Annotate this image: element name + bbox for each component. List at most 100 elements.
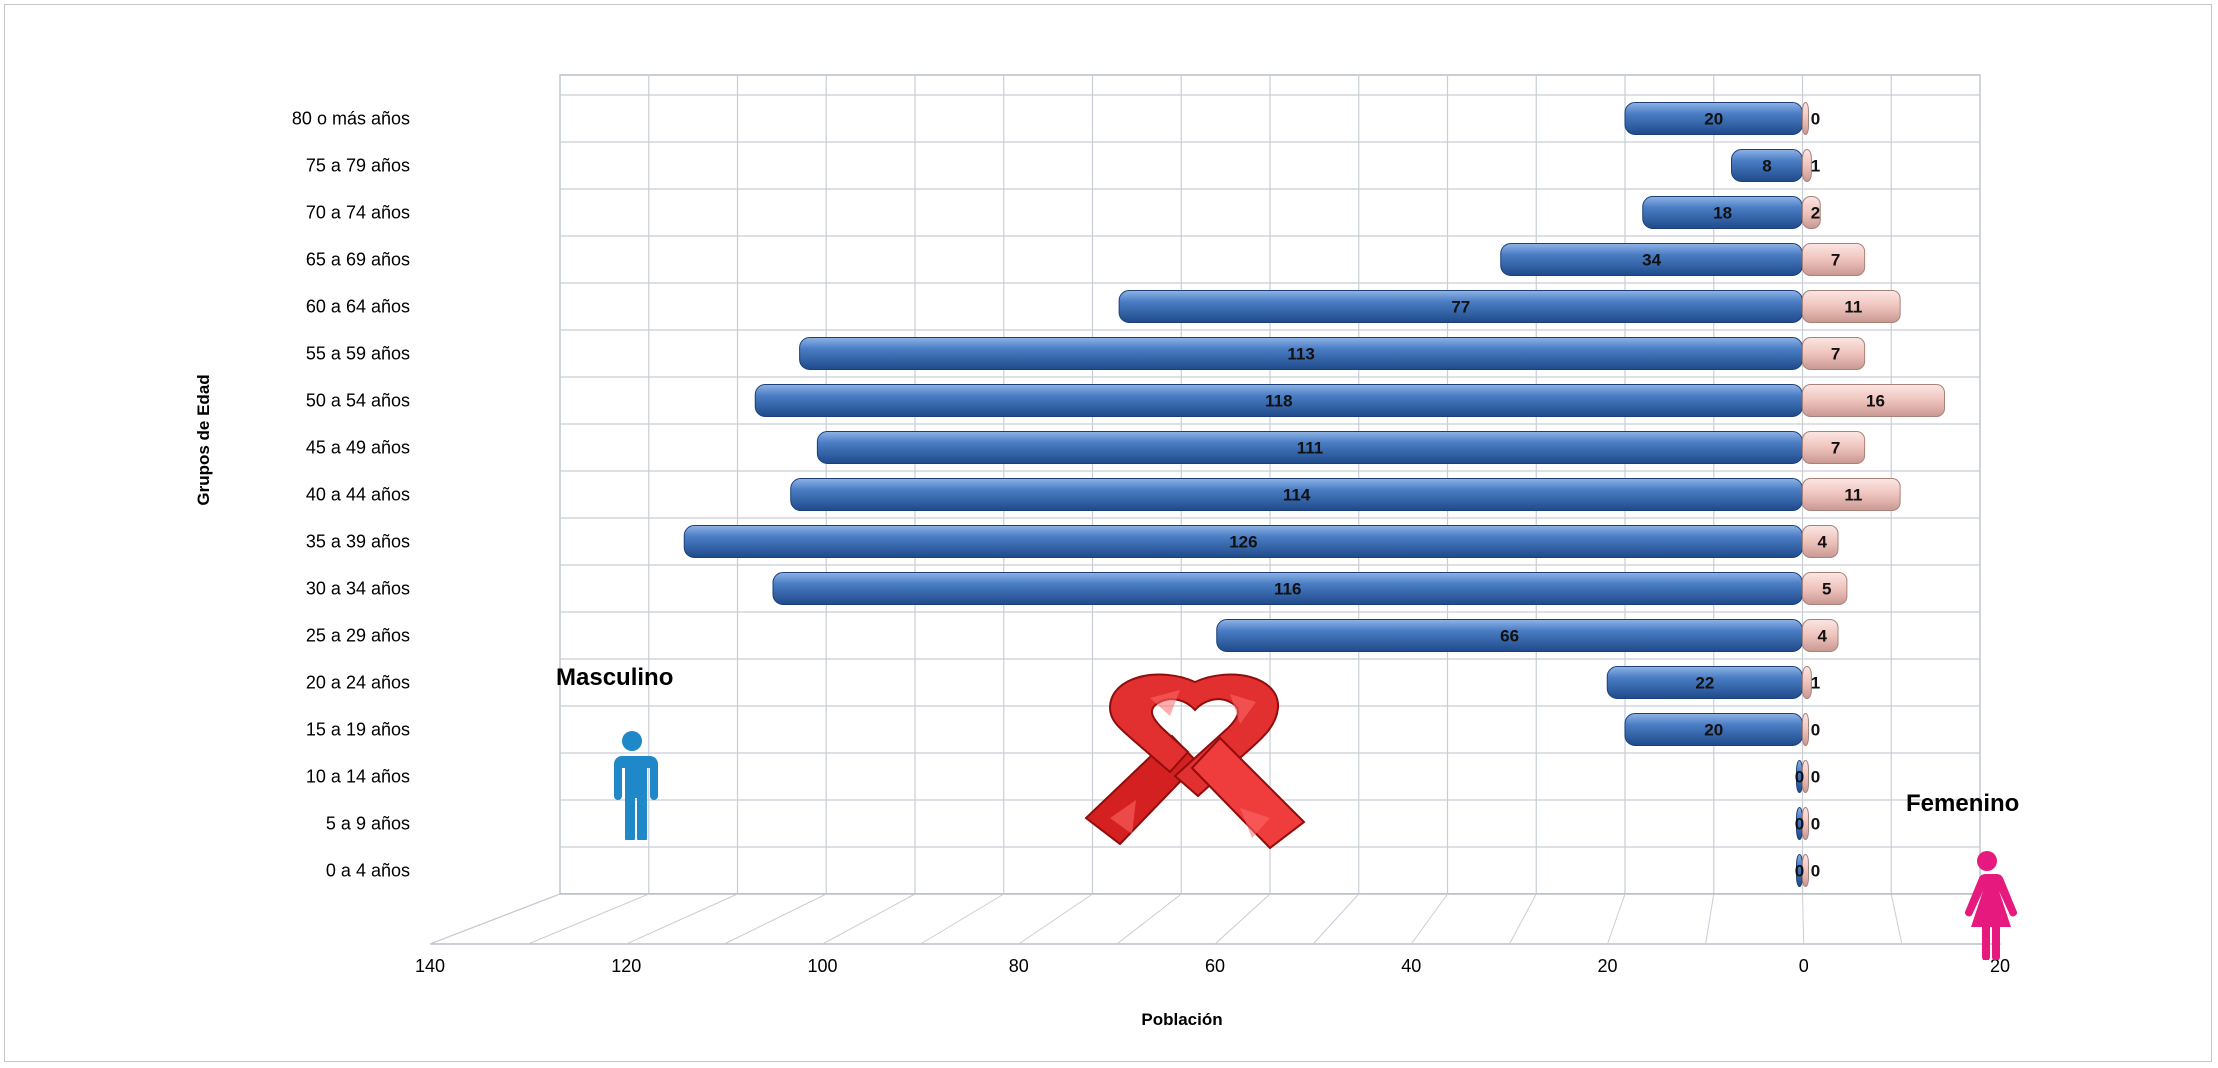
- floor-grid-line: [1018, 893, 1093, 945]
- floor-grid-line: [724, 893, 827, 945]
- bar-femenino: [1802, 854, 1809, 887]
- data-label-masculino: 20: [1704, 721, 1723, 740]
- y-axis-title: Grupos de Edad: [194, 374, 213, 505]
- data-label-femenino: 0: [1811, 768, 1820, 787]
- data-label-femenino: 11: [1844, 298, 1862, 317]
- category-label: 25 a 29 años: [306, 626, 410, 646]
- floor-grid-line: [1890, 893, 1903, 945]
- floor-grid-line: [822, 893, 916, 945]
- x-axis-title: Población: [1141, 1010, 1222, 1029]
- bar-femenino: [1802, 337, 1866, 370]
- x-tick-label: 20: [1990, 956, 2010, 976]
- bar-femenino: [1802, 807, 1809, 840]
- category-label: 40 a 44 años: [306, 485, 410, 505]
- bar-femenino: [1802, 384, 1945, 417]
- data-label-masculino: 116: [1274, 580, 1301, 599]
- floor-grid-line: [527, 893, 649, 945]
- category-labels: 0 a 4 años 5 a 9 años 10 a 14 años 15 a 19 …: [292, 109, 410, 881]
- bar-femenino: [1802, 572, 1848, 605]
- data-label-femenino: 0: [1811, 862, 1820, 881]
- floor-grid-line: [1410, 893, 1448, 945]
- data-label-femenino: 7: [1831, 439, 1840, 458]
- category-label: 65 a 69 años: [306, 250, 410, 270]
- category-label: 20 a 24 años: [306, 673, 410, 693]
- data-label-masculino: 66: [1500, 627, 1519, 646]
- data-label-masculino: 113: [1287, 345, 1314, 364]
- data-label-masculino: 126: [1229, 533, 1257, 552]
- category-label: 80 o más años: [292, 109, 410, 129]
- bar-femenino: [1802, 431, 1866, 464]
- category-label: 15 a 19 años: [306, 720, 410, 740]
- x-tick-label: 80: [1009, 956, 1029, 976]
- data-label-masculino: 0: [1795, 862, 1804, 881]
- data-label-masculino: 114: [1283, 486, 1311, 505]
- category-label: 50 a 54 años: [306, 391, 410, 411]
- floor-grid-line: [626, 893, 738, 945]
- x-tick-labels: 140 120 100 80 60 40 20 0 20: [415, 956, 2010, 976]
- category-label: 30 a 34 años: [306, 579, 410, 599]
- legend-femenino: Femenino: [1906, 790, 2020, 817]
- floor-grid-line: [429, 893, 561, 945]
- x-tick-label: 140: [415, 956, 445, 976]
- data-label-femenino: 0: [1811, 110, 1820, 129]
- floor-grid-line: [920, 893, 1005, 945]
- female-person-icon: [1950, 850, 2024, 961]
- floor-grid-line: [1508, 893, 1537, 945]
- data-label-femenino: 0: [1811, 721, 1820, 740]
- bar-femenino: [1802, 760, 1809, 793]
- bar-femenino: [1802, 196, 1821, 229]
- data-label-masculino: 34: [1642, 251, 1661, 270]
- chart-floor: [429, 893, 2001, 945]
- bar-femenino: [1802, 290, 1901, 323]
- floor-grid-line: [1116, 893, 1182, 945]
- data-label-femenino: 11: [1844, 486, 1862, 505]
- category-label: 75 a 79 años: [306, 156, 410, 176]
- bar-femenino: [1802, 243, 1866, 276]
- data-label-femenino: 16: [1866, 392, 1885, 411]
- bar-femenino: [1802, 149, 1812, 182]
- bar-femenino: [1802, 102, 1809, 135]
- category-label: 60 a 64 años: [306, 297, 410, 317]
- legend-masculino: Masculino: [556, 664, 674, 691]
- floor-grid-line: [1705, 893, 1715, 945]
- data-label-femenino: 2: [1811, 204, 1820, 223]
- data-label-femenino: 1: [1811, 157, 1820, 176]
- male-person-icon: [600, 730, 664, 843]
- category-label: 5 a 9 años: [326, 814, 410, 834]
- x-tick-label: 120: [611, 956, 641, 976]
- floor-grid-line: [1214, 893, 1271, 945]
- bar-femenino: [1802, 525, 1839, 558]
- data-label-femenino: 7: [1831, 345, 1840, 364]
- data-label-masculino: 77: [1451, 298, 1470, 317]
- floor-grid-line: [1607, 893, 1626, 945]
- data-label-femenino: 1: [1811, 674, 1820, 693]
- x-tick-label: 100: [807, 956, 837, 976]
- category-label: 45 a 49 años: [306, 438, 410, 458]
- data-label-masculino: 118: [1265, 392, 1292, 411]
- data-label-masculino: 0: [1795, 815, 1804, 834]
- category-label: 35 a 39 años: [306, 532, 410, 552]
- data-label-femenino: 0: [1811, 815, 1820, 834]
- x-tick-label: 40: [1401, 956, 1421, 976]
- data-label-femenino: 4: [1818, 533, 1828, 552]
- data-label-femenino: 4: [1818, 627, 1828, 646]
- data-label-masculino: 8: [1762, 157, 1771, 176]
- data-label-masculino: 20: [1704, 110, 1723, 129]
- x-tick-label: 0: [1799, 956, 1809, 976]
- data-label-masculino: 18: [1713, 204, 1732, 223]
- data-label-femenino: 5: [1822, 580, 1831, 599]
- data-label-masculino: 22: [1695, 674, 1714, 693]
- bar-femenino: [1802, 713, 1809, 746]
- floor-grid-line: [1312, 893, 1360, 945]
- x-tick-label: 20: [1597, 956, 1617, 976]
- x-tick-label: 60: [1205, 956, 1225, 976]
- chart-frame: [4, 4, 2212, 1062]
- bar-femenino: [1802, 478, 1901, 511]
- bar-femenino: [1802, 666, 1812, 699]
- bar-femenino: [1802, 619, 1839, 652]
- floor-grid-line: [1802, 893, 1805, 945]
- data-label-masculino: 111: [1297, 439, 1324, 458]
- awareness-ribbon-icon: [1080, 668, 1310, 858]
